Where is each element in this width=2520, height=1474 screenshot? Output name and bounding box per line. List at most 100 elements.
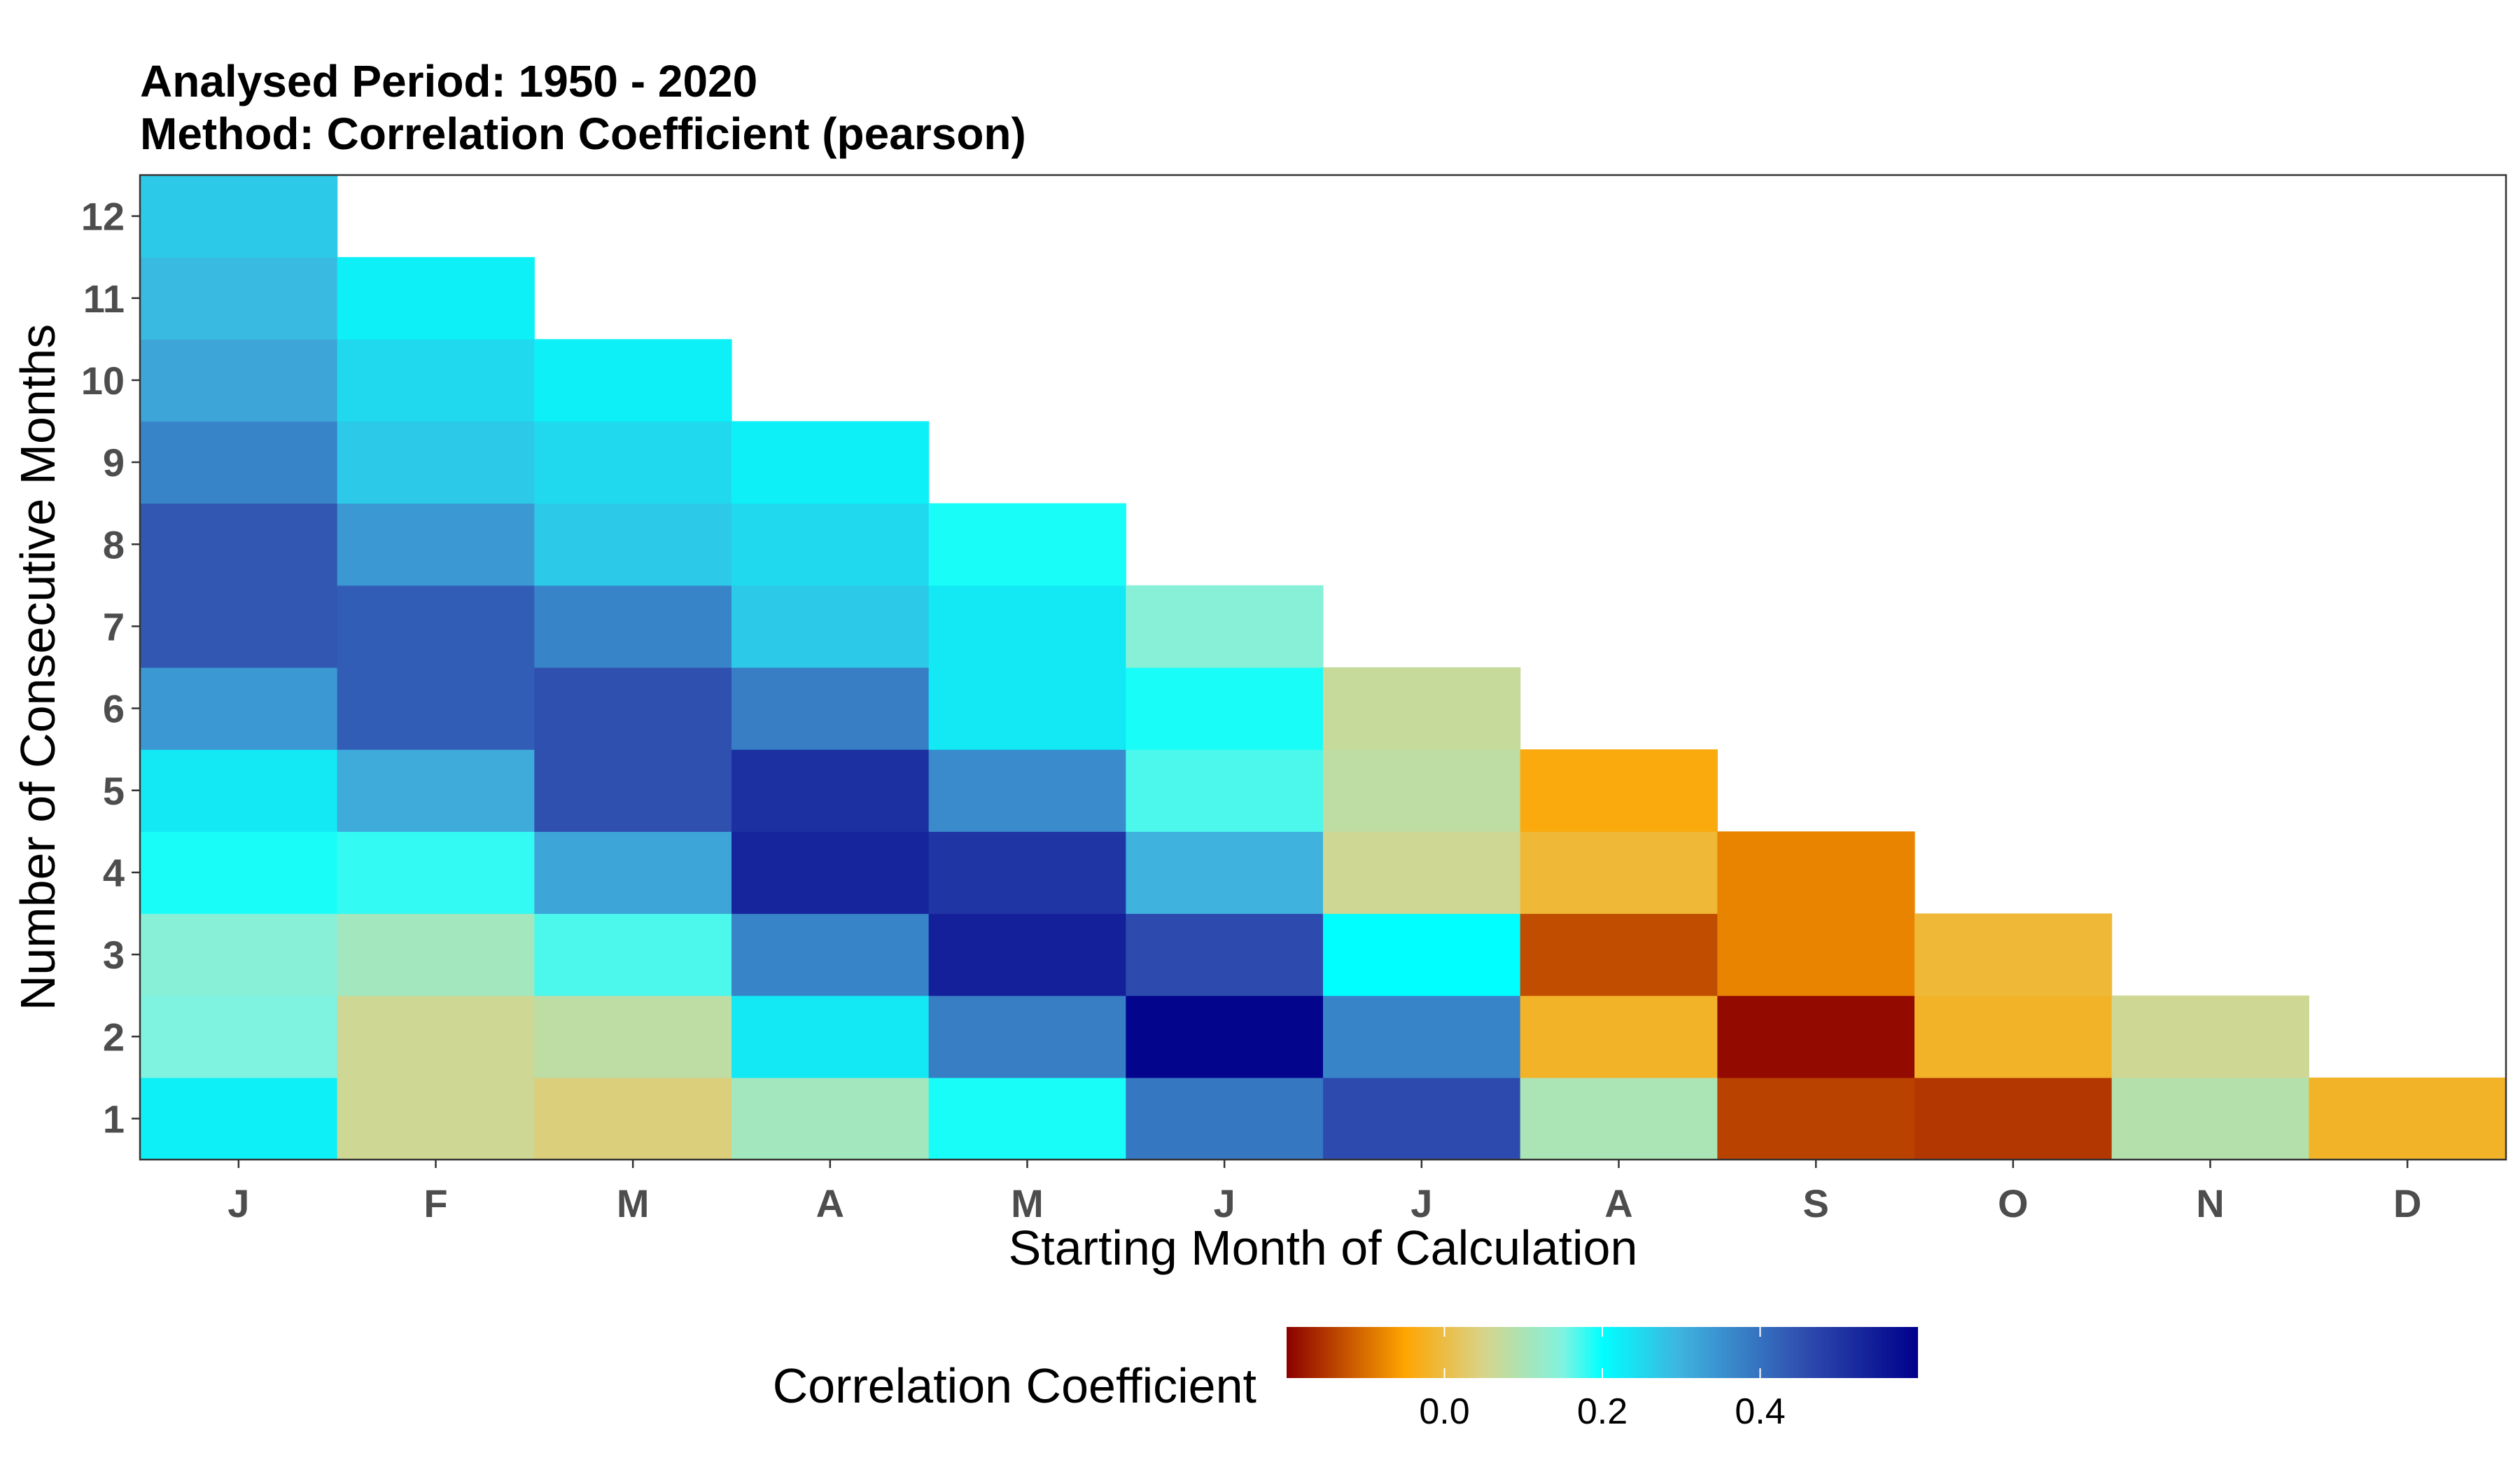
y-tick-label: 3 (103, 933, 125, 977)
heatmap-cell (1717, 913, 1915, 996)
y-tick-label: 4 (103, 851, 125, 895)
x-tick-label: J (1410, 1181, 1432, 1225)
heatmap-cell (1717, 831, 1915, 915)
heatmap-cell (337, 667, 535, 750)
heatmap-cell (928, 585, 1126, 668)
heatmap-cell (534, 339, 732, 422)
heatmap-cell (1126, 831, 1324, 915)
heatmap-cell (732, 503, 930, 586)
heatmap-cell (534, 667, 732, 750)
y-tick-label: 2 (103, 1015, 125, 1059)
heatmap-cell (140, 503, 338, 586)
legend-tick-label: 0.4 (1735, 1391, 1785, 1432)
heatmap-cell (337, 257, 535, 340)
legend-ticks: 0.0 0.2 0.4 (1419, 1327, 1786, 1432)
x-tick-label: J (1214, 1181, 1236, 1225)
heatmap-cell (1126, 749, 1324, 832)
heatmap-cell (1520, 1077, 1718, 1160)
heatmap-cell (732, 1077, 930, 1160)
y-tick-label: 10 (81, 359, 125, 403)
x-tick-label: S (1802, 1181, 1828, 1225)
heatmap-cell (140, 585, 338, 668)
heatmap-cell (1323, 995, 1521, 1078)
heatmap-cell (337, 585, 535, 668)
y-tick-label: 9 (103, 440, 125, 485)
heatmap-cell (140, 257, 338, 340)
heatmap-cell (928, 1077, 1126, 1160)
heatmap-cell (1126, 667, 1324, 750)
x-tick-label: N (2196, 1181, 2224, 1225)
x-tick-label: F (424, 1181, 447, 1225)
heatmap-cell (337, 1077, 535, 1160)
heatmap-cell (1717, 995, 1915, 1078)
heatmap-cell (1323, 913, 1521, 996)
heatmap-cell (534, 749, 732, 832)
y-tick-label: 1 (103, 1097, 125, 1141)
heatmap-cell (1520, 749, 1718, 832)
y-tick-label: 8 (103, 522, 125, 566)
heatmap-cell (2111, 995, 2309, 1078)
heatmap-cell (140, 175, 338, 258)
heatmap-cell (1323, 1077, 1521, 1160)
heatmap-cell (732, 585, 930, 668)
heatmap-cell (140, 421, 338, 504)
heatmap-cell (337, 831, 535, 915)
heatmap-cell (928, 913, 1126, 996)
heatmap-cell (1323, 749, 1521, 832)
x-tick-label: J (227, 1181, 249, 1225)
heatmap-cell (732, 831, 930, 915)
heatmap-cell (534, 1077, 732, 1160)
heatmap-cell (1126, 913, 1324, 996)
heatmap-cell (732, 421, 930, 504)
heatmap-cell (1520, 995, 1718, 1078)
x-tick-label: M (1011, 1181, 1044, 1225)
y-tick-label: 12 (81, 195, 125, 239)
heatmap-cell (732, 667, 930, 750)
heatmap-cell (337, 339, 535, 422)
heatmap-cell (337, 421, 535, 504)
heatmap-cell (928, 667, 1126, 750)
heatmap-cell (534, 913, 732, 996)
legend-tick-label: 0.0 (1419, 1391, 1469, 1432)
heatmap-cell (1126, 585, 1324, 668)
heatmap-cell (1126, 995, 1324, 1078)
heatmap-cell (534, 995, 732, 1078)
panel-border (139, 174, 2507, 1161)
heatmap-cell (1914, 1077, 2113, 1160)
heatmap-cell (1323, 831, 1521, 915)
heatmap-cell (140, 831, 338, 915)
heatmap-cell (928, 749, 1126, 832)
heatmap-cell (1126, 1077, 1324, 1160)
heatmap-cell (732, 995, 930, 1078)
heatmap-cell (732, 913, 930, 996)
heatmap-cell (928, 503, 1126, 586)
heatmap-cell (1717, 1077, 1915, 1160)
heatmap-cell (534, 503, 732, 586)
heatmap-cell (534, 585, 732, 668)
y-tick-label: 6 (103, 687, 125, 731)
heatmap-cell (140, 667, 338, 750)
x-tick-label: A (1604, 1181, 1632, 1225)
legend-tick-label: 0.2 (1577, 1391, 1628, 1432)
y-axis-title: Number of Consecutive Months (10, 324, 65, 1010)
y-tick-label: 11 (83, 277, 125, 321)
heatmap-cells (140, 175, 2507, 1160)
heatmap-cell (337, 913, 535, 996)
chart-title-line-2: Method: Correlation Coefficient (pearson… (140, 109, 1026, 159)
heatmap-cell (928, 831, 1126, 915)
x-tick-label: O (1998, 1181, 2029, 1225)
heatmap-cell (337, 503, 535, 586)
chart-title-line-1: Analysed Period: 1950 - 2020 (140, 56, 757, 106)
y-tick-label: 7 (103, 604, 125, 648)
heatmap-cell (732, 749, 930, 832)
heatmap-cell (534, 421, 732, 504)
heatmap-cell (1914, 913, 2113, 996)
x-tick-label: M (617, 1181, 650, 1225)
heatmap-cell (2309, 1077, 2507, 1160)
x-axis-title: Starting Month of Calculation (1009, 1221, 1638, 1275)
heatmap-cell (140, 995, 338, 1078)
